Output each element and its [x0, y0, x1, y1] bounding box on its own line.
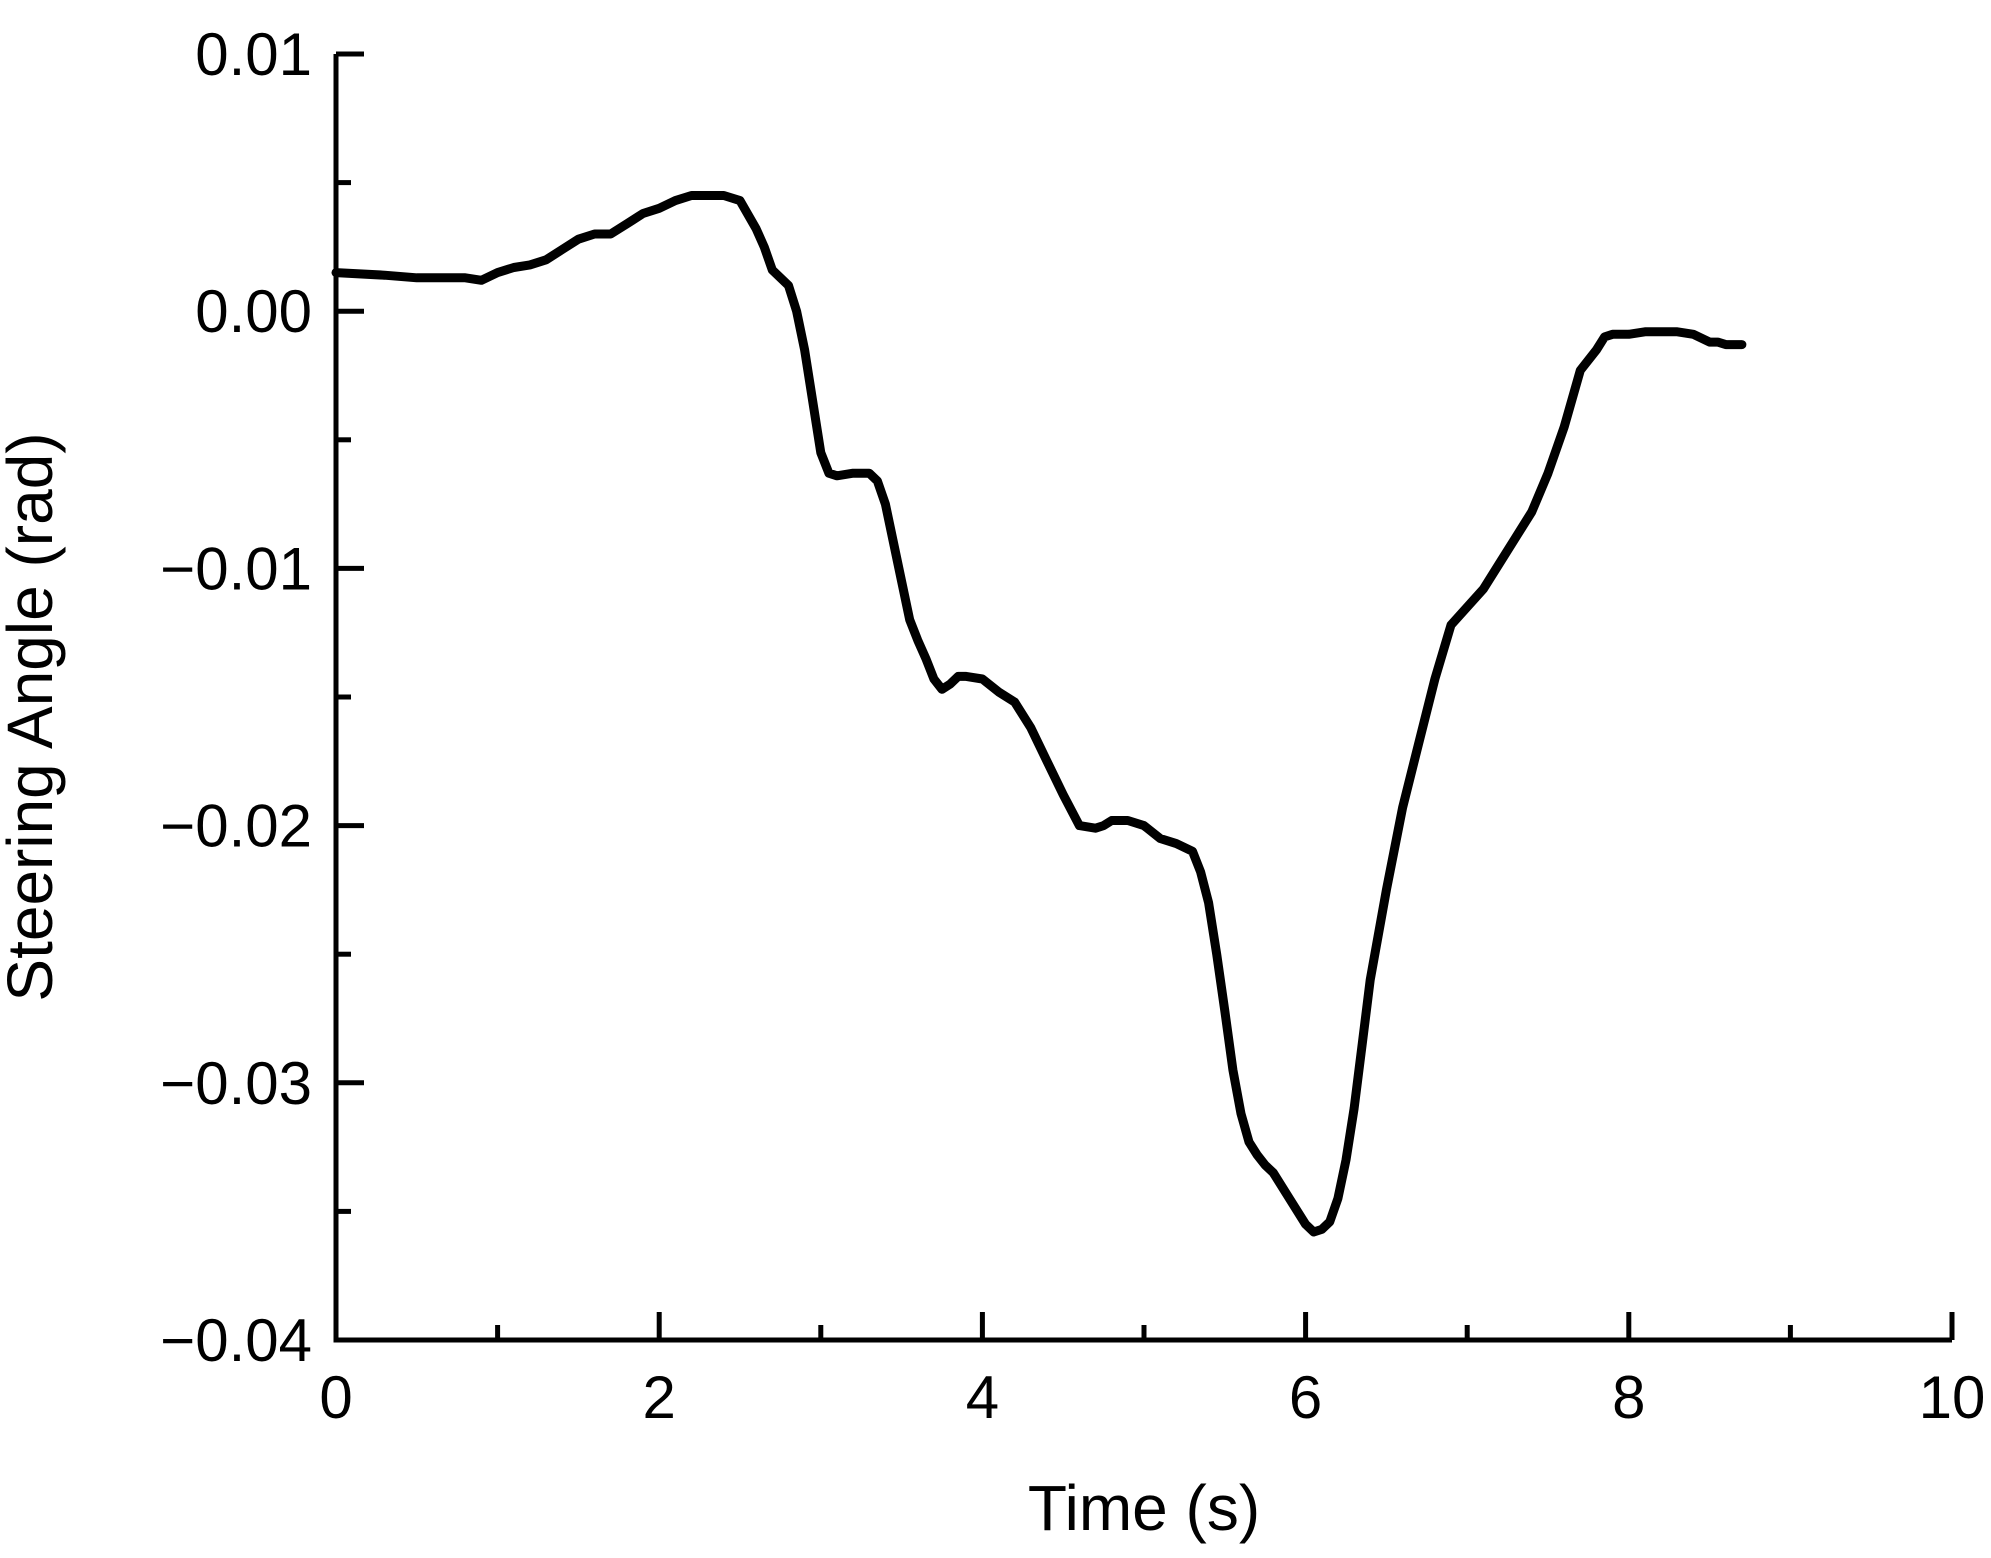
series-line	[331, 191, 1747, 1237]
x-tick-label: 4	[966, 1364, 999, 1431]
series-layer	[331, 191, 1747, 1237]
ticks-layer: 0.01 0.00 −0.01 −0.02 −0.03 −0.040 2 4 6 8 10	[160, 21, 1985, 1431]
y-axis-title: Steering Angle (rad)	[0, 432, 66, 1001]
x-axis-title: Time (s)	[1028, 1472, 1260, 1544]
x-tick-label: 8	[1612, 1364, 1645, 1431]
y-tick-label: 0.00	[195, 278, 312, 345]
x-tick-label: 6	[1289, 1364, 1322, 1431]
y-tick-label: 0.01	[195, 21, 312, 88]
axes-layer	[333, 54, 1952, 1343]
x-tick-label: 2	[643, 1364, 676, 1431]
x-tick-label: 0	[319, 1364, 352, 1431]
x-tick-label: 10	[1919, 1364, 1986, 1431]
y-tick-label: −0.03	[160, 1050, 312, 1117]
y-tick-label: −0.04	[160, 1307, 312, 1374]
y-tick-label: −0.01	[160, 535, 312, 602]
y-tick-label: −0.02	[160, 793, 312, 860]
